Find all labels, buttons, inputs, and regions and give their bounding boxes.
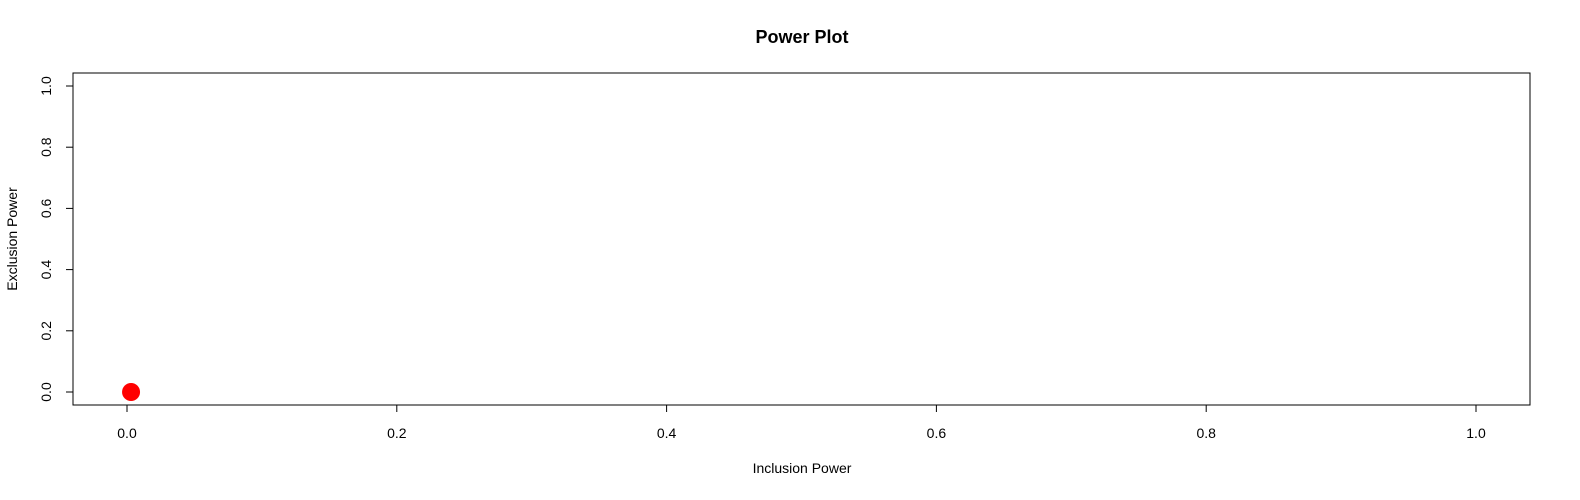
chart-title: Power Plot — [755, 27, 848, 47]
y-tick-label: 0.0 — [38, 382, 54, 402]
y-tick-label: 0.4 — [38, 260, 54, 280]
x-tick-label: 0.6 — [927, 425, 947, 441]
y-tick-label: 0.8 — [38, 137, 54, 157]
x-tick-label: 0.4 — [657, 425, 677, 441]
x-tick-label: 1.0 — [1466, 425, 1486, 441]
plot-frame — [72, 72, 1531, 406]
y-axis-label: Exclusion Power — [4, 187, 20, 291]
x-tick-label: 0.2 — [387, 425, 407, 441]
y-tick-label: 0.2 — [38, 321, 54, 341]
y-axis: 0.0 0.2 0.4 0.6 0.8 1.0 — [38, 76, 74, 402]
x-axis-label: Inclusion Power — [753, 460, 852, 476]
y-tick-label: 0.6 — [38, 198, 54, 218]
x-tick-label: 0.8 — [1196, 425, 1216, 441]
data-point — [122, 383, 141, 401]
data-points — [122, 383, 141, 401]
y-tick-label: 1.0 — [38, 76, 54, 96]
x-tick-label: 0.0 — [117, 425, 137, 441]
x-axis: 0.0 0.2 0.4 0.6 0.8 1.0 — [117, 404, 1486, 441]
